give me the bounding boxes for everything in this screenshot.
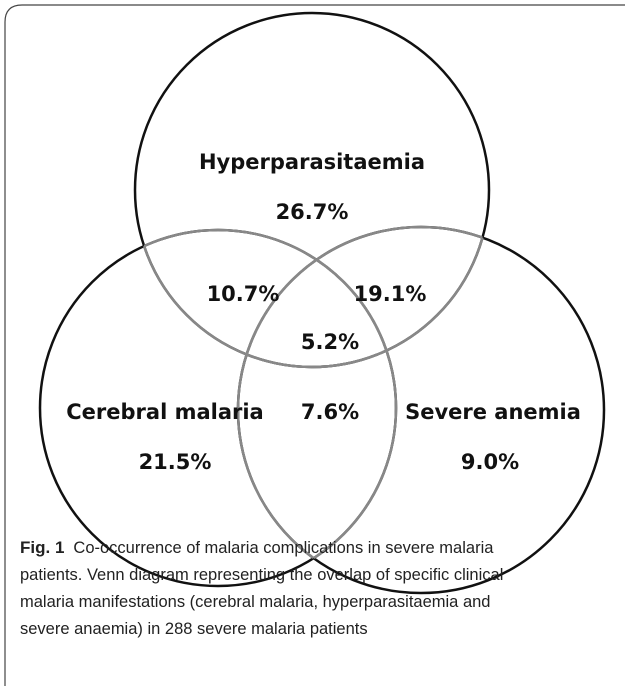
overlap-value: 7.6% [301, 400, 359, 424]
caption-line: severe anaemia) in 288 severe malaria pa… [20, 620, 368, 638]
inner-arc [236, 230, 396, 586]
set-label: Severe anemia [405, 400, 581, 424]
frame [4, 4, 625, 686]
inner-arc [135, 228, 398, 367]
set-circle [133, 11, 491, 369]
inner-arc [238, 227, 491, 369]
inner-arc [133, 230, 396, 369]
caption-line: Fig. 1 Co-occurrence of malaria complicat… [20, 538, 494, 557]
caption-label: Fig. 1 [20, 538, 64, 557]
inner-arc [238, 228, 398, 588]
venn [38, 11, 606, 595]
overlap-value: 19.1% [354, 282, 427, 306]
caption-line: patients. Venn diagram representing the … [20, 566, 503, 584]
inner-arc [236, 225, 489, 367]
set-label: Hyperparasitaemia [199, 150, 425, 174]
caption-line: malaria manifestations (cerebral malaria… [20, 593, 490, 611]
overlap-value: 10.7% [207, 282, 280, 306]
set-value: 21.5% [139, 450, 212, 474]
caption-text: Co-occurrence of malaria complications i… [73, 539, 494, 557]
set-label: Cerebral malaria [66, 400, 263, 424]
set-value: 26.7% [276, 200, 349, 224]
set-value: 9.0% [461, 450, 519, 474]
overlap-value: 5.2% [301, 330, 359, 354]
